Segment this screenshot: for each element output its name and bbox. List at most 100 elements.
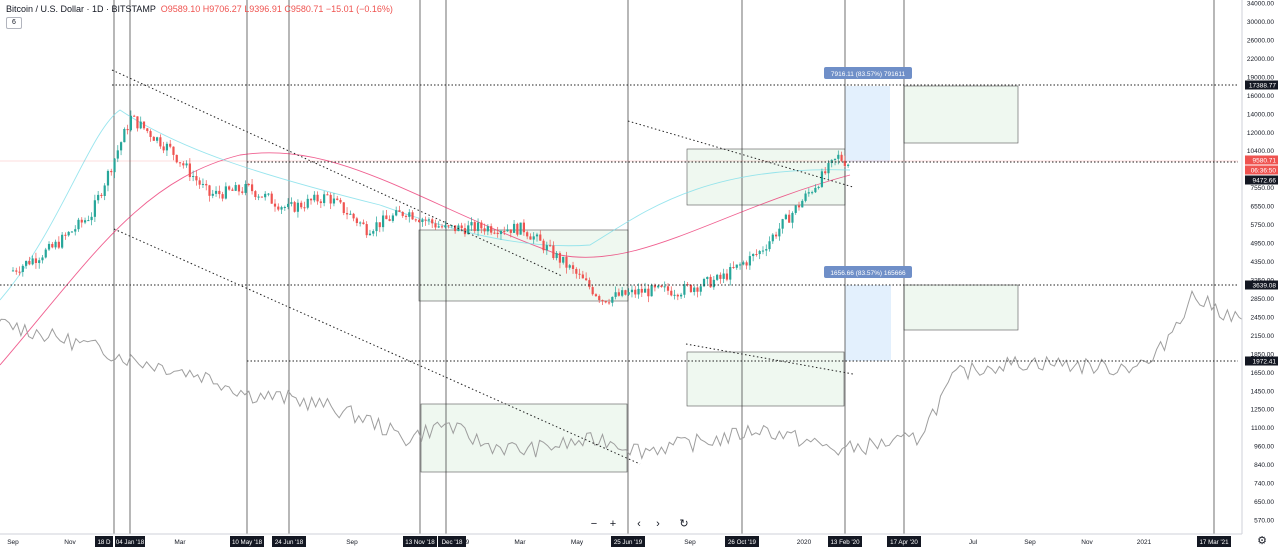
candle xyxy=(650,285,653,297)
candle xyxy=(165,143,169,151)
candle xyxy=(110,170,113,173)
date-tag: 26 Oct '19 xyxy=(728,539,757,546)
candle xyxy=(133,115,136,117)
candle xyxy=(755,254,758,256)
candle xyxy=(260,196,263,198)
candle xyxy=(97,194,100,201)
candle xyxy=(496,232,499,235)
price-tick: 2450.00 xyxy=(1251,314,1275,321)
candle xyxy=(653,285,656,288)
candle xyxy=(303,207,306,209)
candle xyxy=(476,222,480,231)
candle xyxy=(332,198,336,204)
candle xyxy=(283,206,286,208)
candle xyxy=(355,218,358,224)
scroll-back-button[interactable]: ‹ xyxy=(637,518,641,530)
candle xyxy=(519,222,522,235)
date-tag-bg xyxy=(1197,536,1231,547)
fractal-series xyxy=(0,289,1280,460)
candle xyxy=(411,212,414,220)
trendline xyxy=(113,228,641,465)
candle xyxy=(647,288,650,297)
candle xyxy=(493,232,496,234)
candle xyxy=(372,231,375,234)
zoom-in-button[interactable]: + xyxy=(609,518,617,530)
price-tick: 34000.00 xyxy=(1247,1,1274,8)
consolidation-box-2019 xyxy=(686,148,846,206)
candle xyxy=(716,274,719,280)
candle xyxy=(630,289,634,293)
price-tick: 1100.00 xyxy=(1251,425,1274,432)
candle xyxy=(693,287,696,292)
candle xyxy=(552,245,555,259)
candle xyxy=(539,234,542,241)
gear-icon[interactable]: ⚙ xyxy=(1257,535,1267,547)
candle xyxy=(529,236,532,240)
candle xyxy=(549,245,552,247)
price-tick: 4350.00 xyxy=(1251,259,1275,266)
candle xyxy=(169,143,172,147)
candle xyxy=(758,251,761,255)
candle xyxy=(585,278,588,281)
candle xyxy=(336,198,339,200)
reset-chart-button[interactable]: ↻ xyxy=(679,518,689,530)
candle xyxy=(712,279,715,288)
candle xyxy=(575,268,578,274)
candle xyxy=(67,231,70,236)
time-tick: Jul xyxy=(969,539,978,546)
price-tag: 9580.71 xyxy=(1253,158,1277,165)
candle xyxy=(106,170,110,186)
price-tag-bg xyxy=(1245,175,1278,185)
price-axis xyxy=(1242,0,1280,549)
candle xyxy=(614,292,617,297)
candle xyxy=(722,273,725,279)
price-tick: 26000.00 xyxy=(1247,37,1274,44)
candle xyxy=(306,198,309,208)
candle xyxy=(434,223,437,228)
candle xyxy=(467,225,470,235)
date-tag-bg xyxy=(95,536,113,547)
candle xyxy=(195,176,198,181)
candle xyxy=(362,222,365,225)
price-tag-bg xyxy=(1245,356,1278,366)
candle xyxy=(205,183,208,186)
candle xyxy=(290,202,293,204)
target-box-lower xyxy=(903,284,1019,331)
price-tick: 16000.00 xyxy=(1247,93,1274,100)
candle xyxy=(427,219,431,221)
candle xyxy=(774,234,778,237)
candle xyxy=(316,194,319,202)
candle xyxy=(146,128,149,132)
price-tag-bg xyxy=(1245,165,1278,175)
candle xyxy=(735,264,738,268)
candle xyxy=(794,205,797,213)
price-tick: 1250.00 xyxy=(1251,407,1275,414)
price-tick: 570.00 xyxy=(1254,518,1274,525)
candle xyxy=(421,219,424,222)
price-tick: 1650.00 xyxy=(1251,370,1275,377)
candle xyxy=(827,163,830,174)
price-tick: 6550.00 xyxy=(1251,204,1275,211)
candle xyxy=(80,219,83,223)
candle xyxy=(391,215,394,221)
time-tick: Sep xyxy=(7,539,19,546)
candle xyxy=(601,300,604,302)
candle xyxy=(440,226,444,228)
candle xyxy=(329,194,332,204)
candle xyxy=(470,222,473,226)
indicator-count-badge[interactable]: 6 xyxy=(6,17,22,29)
candle xyxy=(395,210,398,216)
candle xyxy=(676,294,679,297)
price-tag: 3639.08 xyxy=(1253,283,1277,290)
candle xyxy=(296,202,300,212)
candle xyxy=(136,116,139,129)
candle xyxy=(660,285,663,287)
candle xyxy=(401,211,404,216)
candle xyxy=(31,258,34,265)
price-tick: 650.00 xyxy=(1254,499,1274,506)
scroll-forward-button[interactable]: › xyxy=(656,518,660,530)
zoom-out-button[interactable]: − xyxy=(590,518,598,530)
candle xyxy=(319,201,322,204)
candle xyxy=(182,163,185,166)
